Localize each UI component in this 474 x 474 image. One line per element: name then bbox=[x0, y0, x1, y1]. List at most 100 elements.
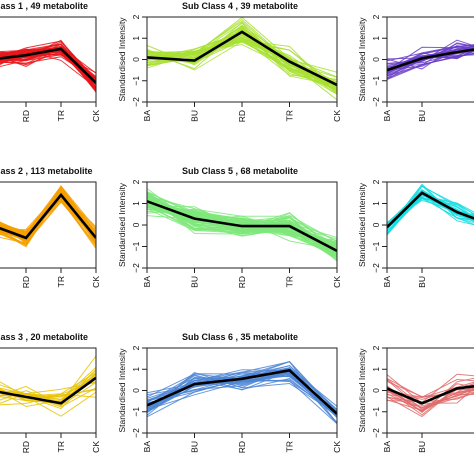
profile-line bbox=[387, 44, 474, 76]
y-axis-label: Standardised Intensity bbox=[357, 17, 367, 102]
x-tick-label: RD bbox=[21, 276, 31, 288]
member-profiles bbox=[387, 183, 474, 236]
profile-line bbox=[0, 387, 96, 408]
y-tick-label: −1 bbox=[371, 76, 381, 86]
panel-6: BA BU −2 −1 0 1 2 Standardised Intensity bbox=[357, 179, 474, 288]
x-tick-label: TR bbox=[56, 110, 66, 121]
mean-profile-line bbox=[147, 368, 337, 415]
profile-line bbox=[387, 44, 474, 70]
profile-line bbox=[387, 390, 474, 398]
x-tick-label: RD bbox=[237, 441, 247, 453]
y-tick-label: −2 bbox=[371, 263, 381, 273]
x-tick-label: BU bbox=[417, 441, 427, 453]
profile-line bbox=[147, 369, 337, 424]
panel-2: BA BU RD TR CK −2 −1 0 1 2 Standardised Intensity S… bbox=[117, 1, 342, 122]
x-tick-label: TR bbox=[56, 276, 66, 287]
y-tick-label: −1 bbox=[371, 241, 381, 251]
profile-line bbox=[387, 392, 474, 403]
profile-line bbox=[0, 381, 96, 407]
profile-line bbox=[387, 188, 474, 224]
x-tick-label: RD bbox=[21, 441, 31, 453]
y-tick-label: −2 bbox=[131, 97, 141, 107]
profile-line bbox=[387, 49, 474, 81]
x-tick-label: BU bbox=[190, 276, 200, 288]
x-tick-label: CK bbox=[91, 110, 101, 122]
y-tick-label: 0 bbox=[371, 388, 381, 393]
profile-line bbox=[0, 185, 96, 234]
member-profiles bbox=[0, 185, 96, 249]
y-tick-label: −1 bbox=[131, 407, 141, 417]
mean-profile-line bbox=[387, 385, 474, 405]
profile-line bbox=[387, 42, 474, 77]
profile-line bbox=[387, 46, 474, 71]
x-tick-label: CK bbox=[332, 276, 342, 288]
mean-profile-line bbox=[0, 192, 96, 240]
panel-3: BA BU −2 −1 0 1 2 Standardised Intensity bbox=[357, 14, 474, 122]
profile-line bbox=[147, 361, 337, 424]
y-tick-label: 0 bbox=[131, 388, 141, 393]
y-tick-label: −1 bbox=[371, 407, 381, 417]
x-tick-label: CK bbox=[91, 276, 101, 288]
profile-line bbox=[387, 183, 474, 231]
profile-line bbox=[0, 50, 96, 88]
profile-line bbox=[0, 382, 96, 395]
y-tick-label: 0 bbox=[131, 222, 141, 227]
x-tick-label: RD bbox=[237, 110, 247, 122]
profile-line bbox=[387, 377, 474, 414]
panel-4: RD TR CK lass 2 , 113 metabolite bbox=[0, 166, 101, 288]
x-tick-label: BA bbox=[382, 276, 392, 288]
profile-line bbox=[0, 40, 96, 81]
y-tick-label: 0 bbox=[371, 57, 381, 62]
y-tick-label: 1 bbox=[131, 367, 141, 372]
x-tick-label: TR bbox=[285, 110, 295, 121]
mean-profile-line bbox=[0, 376, 96, 405]
y-tick-label: 2 bbox=[131, 179, 141, 184]
profile-line bbox=[387, 195, 474, 235]
x-tick-label: CK bbox=[332, 110, 342, 122]
x-tick-label: BA bbox=[382, 110, 392, 122]
profile-line bbox=[0, 48, 96, 92]
profile-line bbox=[147, 373, 337, 415]
y-tick-label: 2 bbox=[371, 179, 381, 184]
y-tick-label: −2 bbox=[131, 428, 141, 438]
y-tick-label: 0 bbox=[371, 222, 381, 227]
y-tick-label: 1 bbox=[371, 367, 381, 372]
y-tick-label: 2 bbox=[371, 14, 381, 19]
x-tick-label: BU bbox=[190, 110, 200, 122]
y-tick-label: 2 bbox=[371, 345, 381, 350]
x-tick-label: TR bbox=[56, 441, 66, 452]
y-tick-label: −2 bbox=[371, 428, 381, 438]
x-tick-label: CK bbox=[91, 441, 101, 453]
panel-8: BA BU RD TR CK −2 −1 0 1 2 Standardised Intensity S… bbox=[117, 332, 342, 453]
x-tick-label: BA bbox=[142, 276, 152, 288]
mean-profile-line bbox=[0, 47, 96, 84]
member-profiles bbox=[0, 39, 96, 93]
y-tick-label: 1 bbox=[371, 201, 381, 206]
y-tick-label: 1 bbox=[371, 36, 381, 41]
panel-title: Sub Class 5 , 68 metabolite bbox=[182, 166, 298, 176]
x-tick-label: RD bbox=[21, 110, 31, 122]
x-tick-label: BU bbox=[190, 441, 200, 453]
profile-line bbox=[387, 377, 474, 398]
y-tick-label: 1 bbox=[131, 201, 141, 206]
mean-profile-line bbox=[387, 48, 474, 72]
mean-profile-line bbox=[147, 200, 337, 252]
panel-title: lass 3 , 20 metabolite bbox=[0, 332, 88, 342]
panel-title: Sub Class 4 , 39 metabolite bbox=[182, 1, 298, 11]
x-tick-label: BA bbox=[142, 110, 152, 122]
member-profiles bbox=[0, 355, 96, 417]
panel-9: BA BU −2 −1 0 1 2 Standardised Intensity bbox=[357, 345, 474, 453]
y-axis-label: Standardised Intensity bbox=[357, 182, 367, 267]
profile-line bbox=[147, 26, 337, 84]
x-tick-label: BA bbox=[142, 441, 152, 453]
y-tick-label: −1 bbox=[131, 241, 141, 251]
x-tick-label: TR bbox=[285, 441, 295, 452]
panel-title: lass 1 , 49 metabolite bbox=[0, 1, 88, 11]
profile-line bbox=[387, 374, 474, 404]
panel-title: lass 2 , 113 metabolite bbox=[0, 166, 93, 176]
mean-profile-line bbox=[387, 191, 474, 229]
panel-title: Sub Class 6 , 35 metabolite bbox=[182, 332, 298, 342]
x-tick-label: BA bbox=[382, 441, 392, 453]
y-tick-label: −2 bbox=[371, 97, 381, 107]
